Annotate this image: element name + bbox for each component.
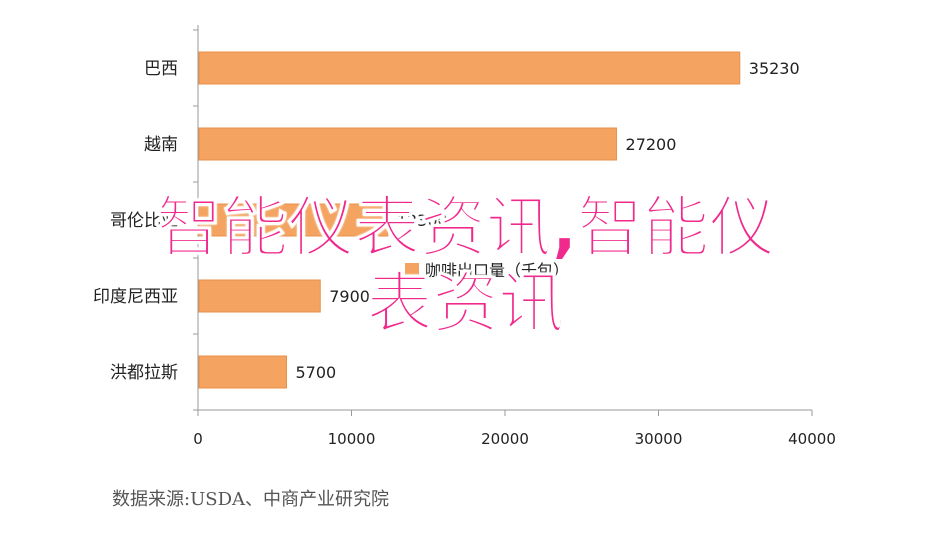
bar-1 (198, 127, 618, 161)
x-tick-label-0: 0 (193, 430, 203, 448)
source-note: 数据来源:USDA、中商产业研究院 (112, 489, 389, 510)
value-label-2: 12300 (397, 211, 448, 230)
value-label-1: 27200 (626, 135, 677, 154)
bar-4 (198, 355, 287, 389)
x-tick-label-2: 20000 (481, 430, 529, 448)
legend-label: 咖啡出口量（千包） (425, 261, 569, 280)
bar-3 (198, 279, 321, 313)
chart-svg: 巴西 35230 越南 27200 哥伦比亚 12300 印度尼西亚 7900 洪都拉斯 5700… (93, 25, 836, 448)
legend: 咖啡出口量（千包） (405, 261, 569, 280)
category-label-3: 印度尼西亚 (93, 287, 178, 307)
category-label-4: 洪都拉斯 (110, 363, 178, 383)
x-tick-label-3: 30000 (635, 430, 683, 448)
category-label-2: 哥伦比亚 (110, 211, 178, 231)
category-label-0: 巴西 (144, 59, 178, 79)
value-label-4: 5700 (295, 363, 336, 382)
x-tick-label-4: 40000 (788, 430, 836, 448)
x-tick-label-1: 10000 (328, 430, 376, 448)
bar-0 (198, 51, 741, 85)
bar-2 (198, 203, 389, 237)
value-label-3: 7900 (329, 287, 370, 306)
legend-swatch (405, 263, 419, 277)
category-label-1: 越南 (144, 135, 178, 155)
value-label-0: 35230 (749, 59, 800, 78)
